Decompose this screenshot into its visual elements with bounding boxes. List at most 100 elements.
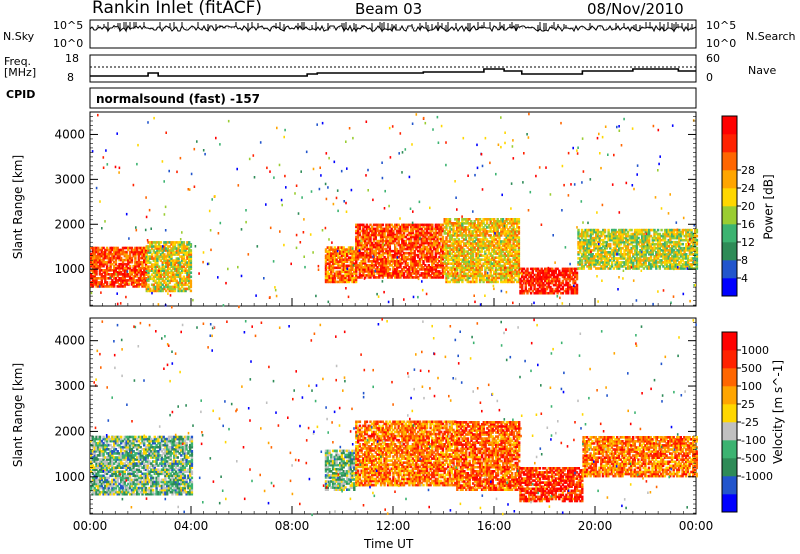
data-cell [360, 274, 363, 277]
noise-cell [176, 170, 178, 174]
data-cell [478, 278, 482, 282]
data-cell [105, 281, 109, 284]
data-cell [381, 262, 384, 265]
data-cell [420, 239, 423, 243]
data-cell [344, 264, 347, 268]
data-cell [362, 268, 365, 271]
data-cell [173, 259, 177, 262]
data-cell [114, 271, 118, 274]
data-cell [172, 275, 175, 279]
data-cell [431, 235, 434, 239]
data-cell [397, 237, 400, 241]
data-cell [510, 220, 514, 223]
data-cell [427, 266, 430, 269]
data-cell [355, 243, 358, 247]
data-cell [552, 283, 556, 287]
data-cell [182, 265, 186, 268]
data-cell [443, 268, 446, 272]
data-cell [648, 261, 651, 264]
data-cell [507, 242, 510, 245]
data-cell [493, 228, 496, 231]
data-cell [466, 250, 469, 253]
data-cell [600, 238, 603, 242]
data-cell [487, 278, 491, 282]
data-cell [392, 225, 395, 229]
data-cell [116, 252, 119, 256]
data-cell [127, 246, 130, 250]
noise-cell [598, 242, 600, 246]
data-cell [607, 228, 610, 232]
data-cell [493, 256, 496, 259]
data-cell [457, 254, 460, 257]
data-cell [360, 276, 363, 279]
data-cell [505, 268, 508, 272]
data-cell [376, 239, 379, 243]
data-cell [165, 265, 168, 268]
data-cell [669, 238, 672, 242]
data-cell [667, 259, 670, 262]
data-cell [656, 251, 660, 254]
data-cell [635, 267, 639, 270]
data-cell [448, 228, 452, 231]
data-cell [179, 273, 182, 276]
data-cell [452, 274, 455, 278]
data-cell [371, 245, 374, 249]
data-cell [90, 269, 93, 272]
data-cell [394, 239, 397, 243]
data-cell [671, 232, 674, 236]
data-cell [152, 245, 155, 248]
data-cell [152, 289, 155, 293]
data-cell [141, 250, 144, 254]
data-cell [349, 270, 352, 274]
data-cell [535, 281, 538, 285]
data-cell [432, 233, 436, 237]
data-cell [376, 270, 379, 273]
noise-cell [135, 228, 138, 232]
data-cell [459, 242, 462, 245]
noise-cell [336, 249, 339, 253]
data-cell [157, 243, 161, 246]
data-cell [589, 261, 593, 264]
data-cell [431, 225, 434, 229]
data-cell [179, 261, 182, 264]
data-cell [635, 244, 639, 248]
data-cell [141, 246, 144, 250]
data-cell [574, 275, 577, 279]
data-cell [324, 258, 328, 261]
data-cell [420, 233, 423, 237]
data-cell [671, 236, 674, 240]
data-cell [480, 272, 483, 276]
data-cell [514, 248, 517, 251]
data-cell [109, 248, 112, 252]
data-cell [667, 234, 670, 238]
data-cell [665, 234, 669, 238]
data-cell [649, 255, 653, 258]
data-cell [471, 280, 475, 284]
data-cell [561, 269, 565, 273]
data-cell [660, 261, 663, 264]
data-cell [125, 246, 128, 250]
data-cell [326, 258, 329, 261]
data-cell [440, 245, 443, 249]
data-cell [494, 230, 498, 233]
data-cell [376, 257, 379, 261]
data-cell [561, 279, 565, 283]
data-cell [521, 279, 524, 283]
data-cell [116, 279, 119, 282]
data-cell [180, 279, 184, 283]
data-cell [371, 241, 374, 245]
data-cell [417, 223, 420, 227]
data-cell [342, 250, 345, 253]
data-cell [461, 236, 464, 239]
data-cell [618, 238, 621, 242]
data-cell [619, 251, 623, 254]
data-cell [642, 228, 646, 232]
data-cell [180, 267, 184, 270]
noise-cell [472, 210, 474, 213]
data-cell [674, 251, 677, 254]
data-cell [351, 280, 354, 284]
noise-cell [611, 183, 614, 186]
data-cell [507, 252, 510, 255]
data-cell [360, 243, 363, 247]
data-cell [519, 289, 522, 293]
